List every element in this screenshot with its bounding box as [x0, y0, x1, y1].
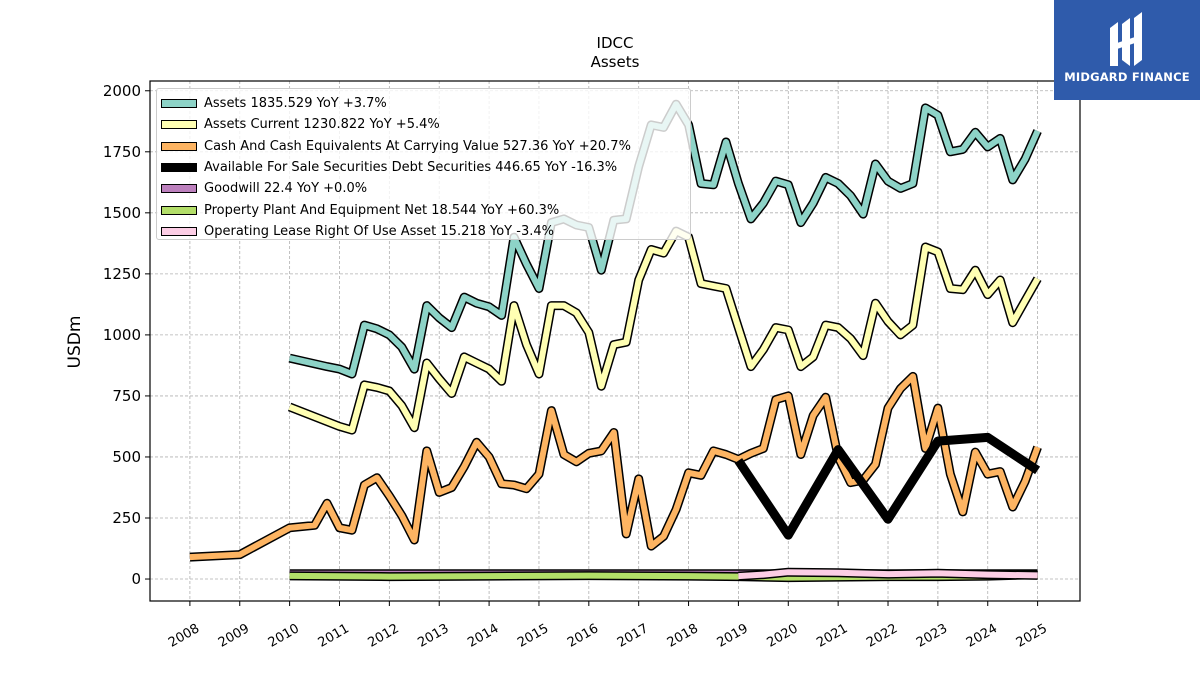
x-tick-label: 2012 [366, 621, 402, 651]
y-tick-label: 1750 [103, 143, 141, 161]
legend-item: Available For Sale Securities Debt Secur… [161, 157, 690, 178]
y-axis-label: USDm [65, 316, 85, 369]
x-tick-label: 2014 [465, 621, 501, 651]
series-line [189, 373, 1041, 561]
legend-label: Operating Lease Right Of Use Asset 15.21… [204, 223, 554, 239]
plot-frame [149, 80, 1081, 602]
y-tick-label: 1000 [103, 326, 141, 344]
x-tick-label: 2011 [316, 621, 352, 651]
series-2 [189, 371, 1042, 562]
series-line [734, 432, 1041, 540]
x-tick-label: 2020 [764, 621, 800, 651]
y-tick-label: 500 [112, 448, 141, 466]
y-tick-label: 1500 [103, 204, 141, 222]
x-tick-label: 2013 [415, 621, 451, 651]
legend-swatch [161, 141, 197, 151]
x-tick-label: 2009 [216, 621, 252, 651]
y-tick-label: 1250 [103, 265, 141, 283]
legend-swatch [161, 163, 197, 173]
series-3 [734, 432, 1041, 540]
chart-title: Assets [591, 53, 640, 71]
legend-item: Assets Current 1230.822 YoY +5.4% [161, 114, 690, 135]
x-tick-label: 2010 [266, 621, 302, 651]
y-ticks: 0 250 500 750 1000 1250 1500 1750 2000 [103, 82, 150, 588]
legend-swatch [161, 120, 197, 130]
y-tick-label: 2000 [103, 82, 141, 100]
legend: Assets 1835.529 YoY +3.7% Assets Current … [156, 88, 691, 240]
midgard-logo-icon [1110, 12, 1142, 66]
brand-name: MIDGARD FINANCE [1064, 70, 1190, 84]
x-tick-label: 2008 [166, 621, 202, 651]
series-6 [738, 567, 1038, 581]
legend-item: Property Plant And Equipment Net 18.544 … [161, 199, 690, 220]
legend-item: Operating Lease Right Of Use Asset 15.21… [161, 221, 690, 242]
x-tick-label: 2025 [1014, 621, 1050, 651]
legend-item: Goodwill 22.4 YoY +0.0% [161, 178, 690, 199]
x-tick-label: 2021 [814, 621, 850, 651]
legend-swatch [161, 226, 197, 236]
legend-label: Assets Current 1230.822 YoY +5.4% [204, 117, 440, 133]
series-1 [287, 226, 1042, 435]
y-tick-label: 750 [112, 387, 141, 405]
chart-ticker: IDCC [597, 34, 634, 52]
legend-swatch [161, 184, 197, 194]
series-line [738, 569, 1038, 580]
x-tick-label: 2024 [964, 621, 1000, 651]
series-line-outline [189, 371, 1042, 562]
x-ticks: 2008 2009 2010 2011 2012 2013 2014 2015 2016 2017… [166, 601, 1050, 651]
x-tick-label: 2018 [665, 621, 701, 651]
x-tick-label: 2017 [615, 621, 651, 651]
legend-label: Available For Sale Securities Debt Secur… [204, 160, 618, 176]
legend-swatch [161, 99, 197, 109]
x-tick-label: 2015 [515, 621, 551, 651]
legend-label: Property Plant And Equipment Net 18.544 … [204, 202, 560, 218]
y-tick-label: 250 [112, 509, 141, 527]
x-tick-label: 2023 [914, 621, 950, 651]
brand-logo: MIDGARD FINANCE [1054, 0, 1200, 100]
legend-label: Assets 1835.529 YoY +3.7% [204, 96, 387, 112]
legend-label: Goodwill 22.4 YoY +0.0% [204, 181, 368, 197]
legend-label: Cash And Cash Equivalents At Carrying Va… [204, 138, 631, 154]
legend-item: Assets 1835.529 YoY +3.7% [161, 93, 690, 114]
x-tick-label: 2019 [715, 621, 751, 651]
x-tick-label: 2016 [565, 621, 601, 651]
legend-swatch [161, 205, 197, 215]
x-tick-label: 2022 [864, 621, 900, 651]
y-tick-label: 0 [131, 570, 141, 588]
legend-item: Cash And Cash Equivalents At Carrying Va… [161, 136, 690, 157]
